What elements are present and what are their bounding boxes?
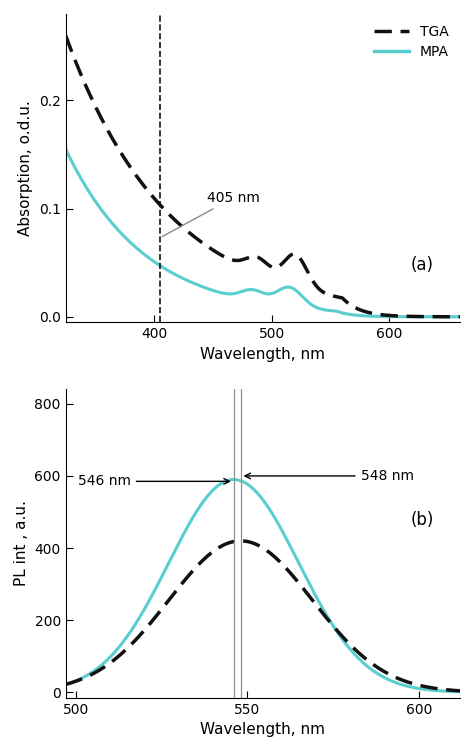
Text: 548 nm: 548 nm <box>245 469 414 483</box>
Text: (a): (a) <box>411 256 434 274</box>
X-axis label: Wavelength, nm: Wavelength, nm <box>201 722 325 737</box>
Legend: TGA, MPA: TGA, MPA <box>370 21 453 63</box>
X-axis label: Wavelength, nm: Wavelength, nm <box>201 347 325 362</box>
Y-axis label: Absorption, o.d.u.: Absorption, o.d.u. <box>18 100 33 236</box>
Y-axis label: PL int , a.u.: PL int , a.u. <box>14 501 29 587</box>
Text: 546 nm: 546 nm <box>78 475 229 488</box>
Text: (b): (b) <box>411 511 434 529</box>
Text: 405 nm: 405 nm <box>162 191 260 237</box>
